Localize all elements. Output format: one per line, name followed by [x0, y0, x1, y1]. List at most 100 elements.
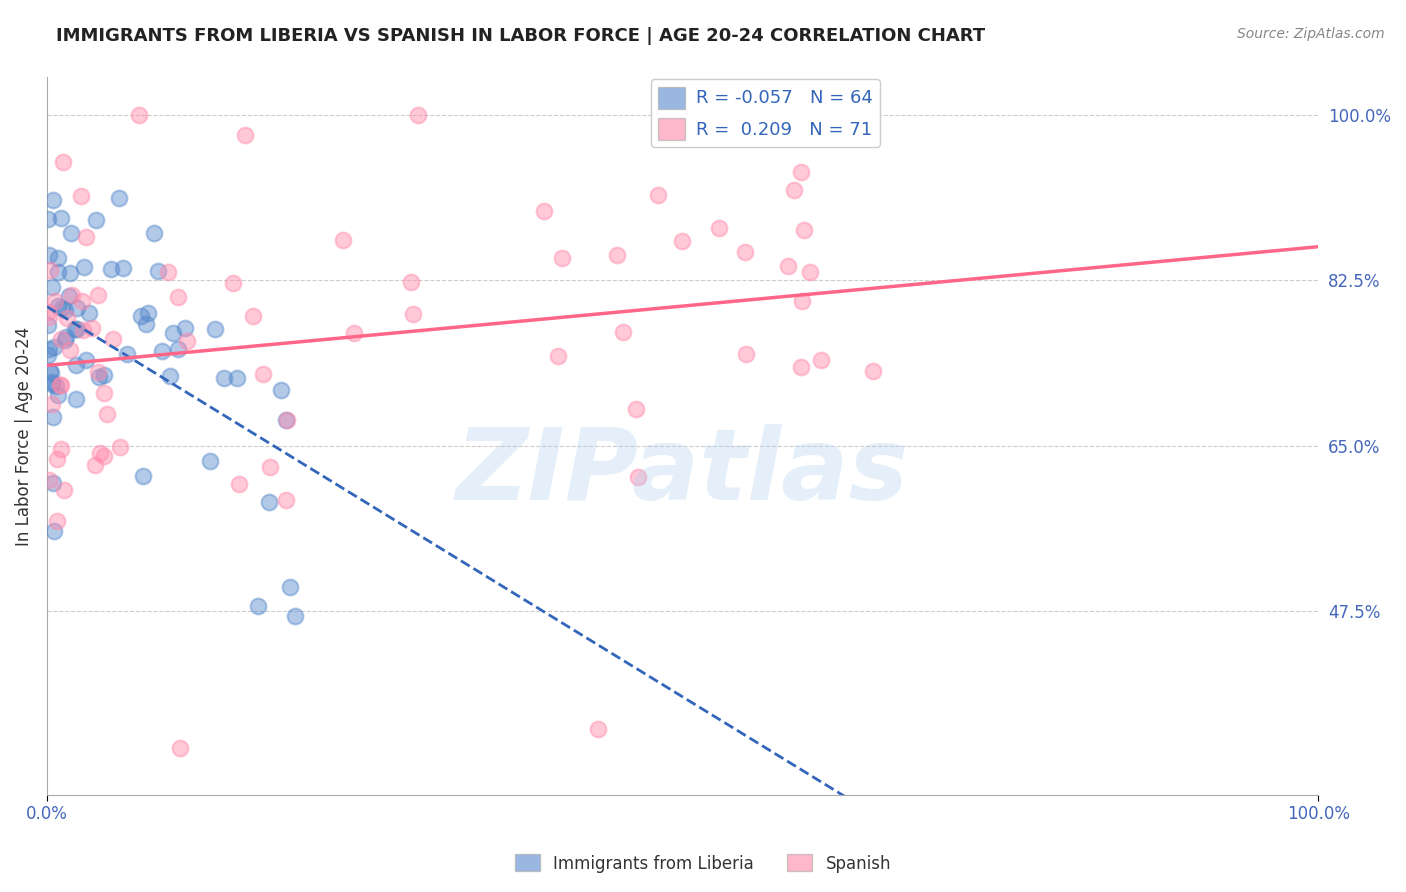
Point — [87, 365, 110, 379]
Point — [793, 223, 815, 237]
Point — [270, 384, 292, 398]
Point — [46, 299, 69, 313]
Point — [776, 259, 799, 273]
Point — [222, 276, 245, 290]
Point — [247, 599, 270, 614]
Point — [228, 477, 250, 491]
Point — [131, 309, 153, 323]
Point — [38, 263, 60, 277]
Point — [162, 326, 184, 341]
Text: ZIPatlas: ZIPatlas — [456, 424, 910, 521]
Point — [627, 470, 650, 484]
Point — [173, 321, 195, 335]
Point — [332, 234, 354, 248]
Point — [87, 287, 110, 301]
Point — [70, 189, 93, 203]
Point — [93, 368, 115, 382]
Point — [606, 248, 628, 262]
Point — [38, 248, 60, 262]
Point — [77, 305, 100, 319]
Legend: R = -0.057   N = 64, R =  0.209   N = 71: R = -0.057 N = 64, R = 0.209 N = 71 — [651, 79, 880, 147]
Point — [276, 413, 298, 427]
Text: IMMIGRANTS FROM LIBERIA VS SPANISH IN LABOR FORCE | AGE 20-24 CORRELATION CHART: IMMIGRANTS FROM LIBERIA VS SPANISH IN LA… — [56, 27, 986, 45]
Point — [735, 346, 758, 360]
Point — [167, 342, 190, 356]
Point — [586, 722, 609, 736]
Point — [166, 290, 188, 304]
Point — [533, 203, 555, 218]
Text: Source: ZipAtlas.com: Source: ZipAtlas.com — [1237, 27, 1385, 41]
Point — [101, 332, 124, 346]
Point — [59, 226, 82, 240]
Point — [278, 580, 301, 594]
Point — [108, 440, 131, 454]
Point — [93, 449, 115, 463]
Point — [66, 301, 89, 316]
Point — [159, 368, 181, 383]
Point — [143, 226, 166, 240]
Point — [65, 392, 87, 406]
Point — [108, 191, 131, 205]
Point — [862, 364, 884, 378]
Point — [49, 378, 72, 392]
Point — [60, 288, 83, 302]
Point — [252, 367, 274, 381]
Point — [204, 322, 226, 336]
Point — [128, 108, 150, 122]
Point — [72, 293, 94, 308]
Point — [65, 322, 87, 336]
Y-axis label: In Labor Force | Age 20-24: In Labor Force | Age 20-24 — [15, 326, 32, 546]
Point — [59, 343, 82, 358]
Point — [792, 293, 814, 308]
Point — [401, 307, 423, 321]
Point — [612, 326, 634, 340]
Point — [709, 221, 731, 235]
Point — [734, 245, 756, 260]
Point — [225, 371, 247, 385]
Point — [136, 306, 159, 320]
Point — [39, 364, 62, 378]
Point — [53, 302, 76, 317]
Point — [799, 264, 821, 278]
Point — [52, 483, 75, 497]
Point — [157, 265, 180, 279]
Point — [42, 193, 65, 207]
Point — [148, 264, 170, 278]
Point — [150, 343, 173, 358]
Point — [55, 330, 77, 344]
Point — [37, 212, 59, 227]
Point — [51, 301, 73, 315]
Point — [52, 155, 75, 169]
Point — [46, 452, 69, 467]
Point — [89, 445, 111, 459]
Point — [75, 353, 97, 368]
Point — [198, 454, 221, 468]
Point — [41, 280, 63, 294]
Point — [41, 375, 63, 389]
Point — [810, 352, 832, 367]
Point — [37, 318, 59, 333]
Point — [284, 608, 307, 623]
Point — [112, 260, 135, 275]
Point — [93, 386, 115, 401]
Point — [44, 340, 66, 354]
Point — [671, 234, 693, 248]
Legend: Immigrants from Liberia, Spanish: Immigrants from Liberia, Spanish — [508, 847, 898, 880]
Point — [42, 476, 65, 491]
Point — [89, 370, 111, 384]
Point — [44, 293, 66, 308]
Point — [647, 188, 669, 202]
Point — [42, 524, 65, 538]
Point — [41, 397, 63, 411]
Point — [790, 360, 813, 375]
Point — [176, 334, 198, 348]
Point — [214, 371, 236, 385]
Point — [72, 260, 94, 275]
Point — [84, 212, 107, 227]
Point — [75, 230, 97, 244]
Point — [48, 265, 70, 279]
Point — [117, 346, 139, 360]
Point — [82, 321, 104, 335]
Point — [169, 740, 191, 755]
Point — [276, 492, 298, 507]
